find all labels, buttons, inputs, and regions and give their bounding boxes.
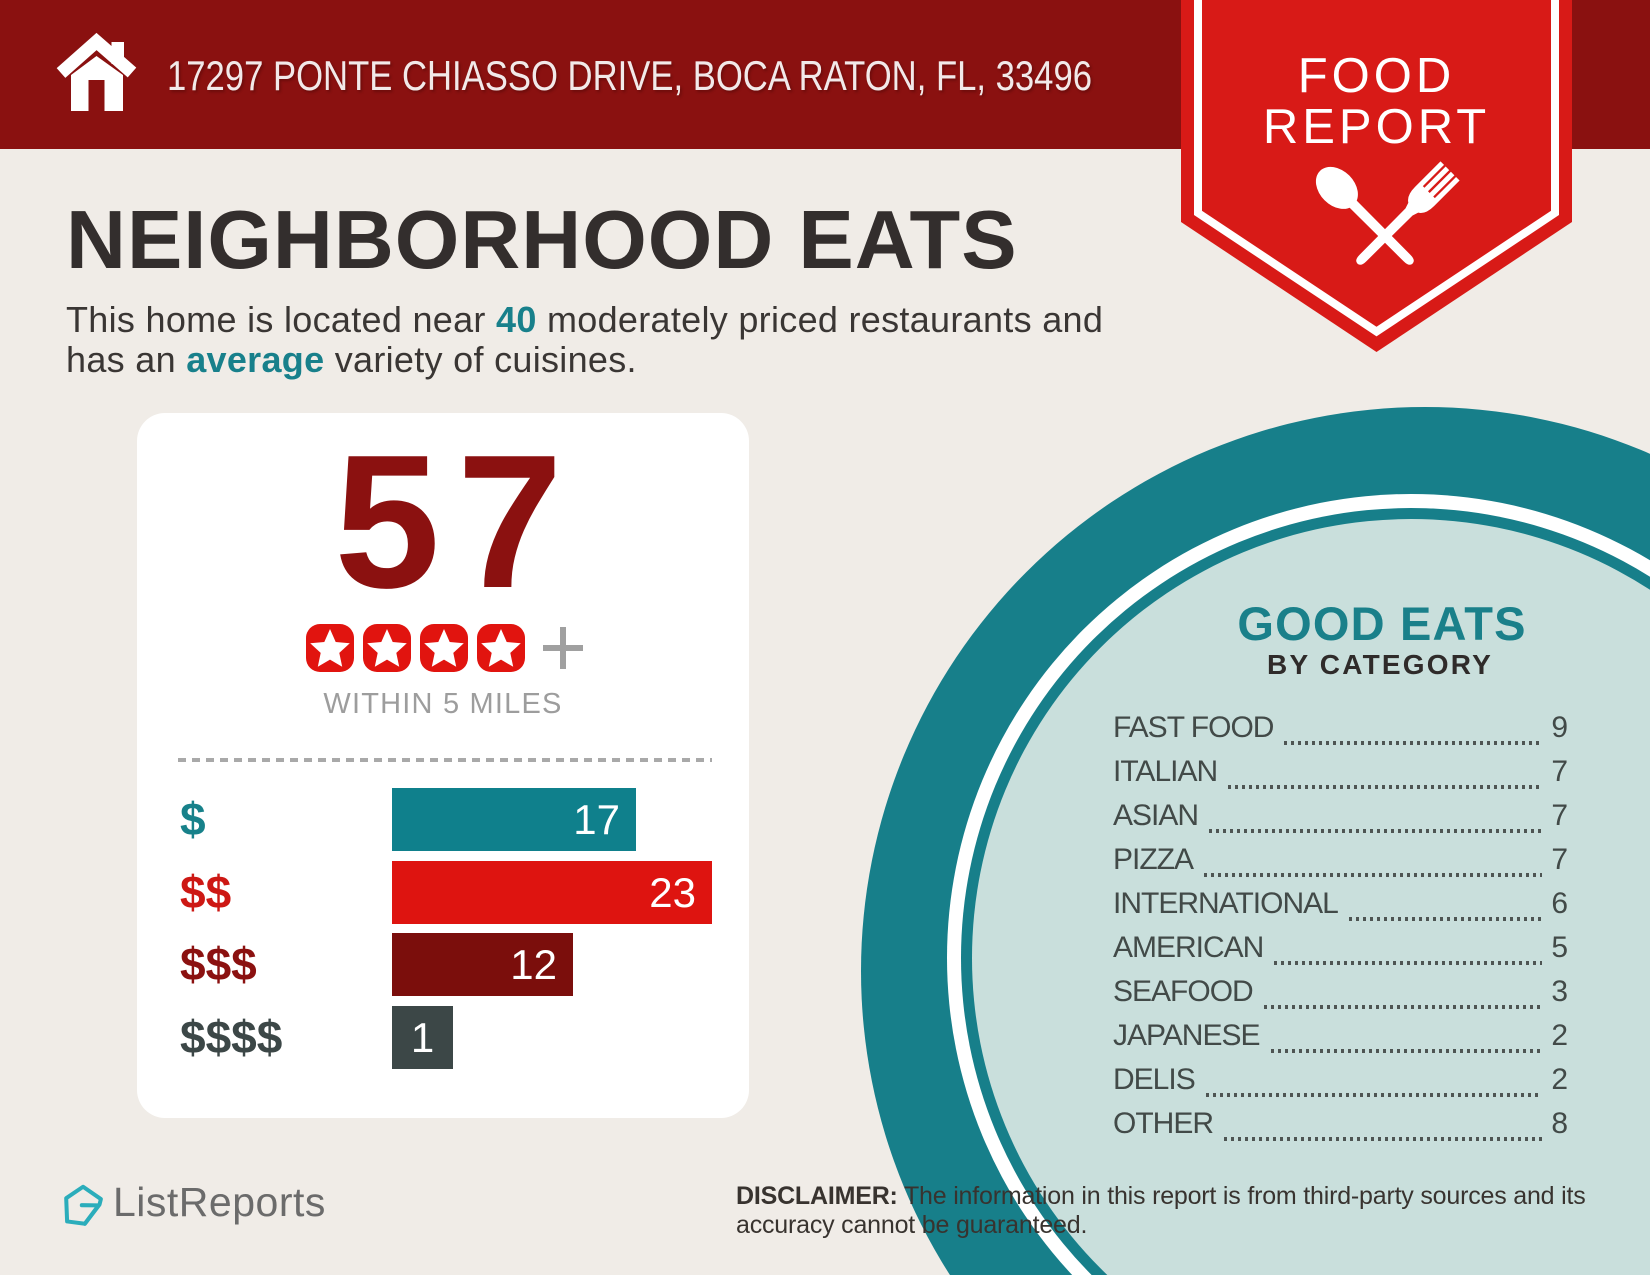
svg-text:FOOD: FOOD <box>1298 49 1456 103</box>
svg-text:REPORT: REPORT <box>1263 100 1490 154</box>
